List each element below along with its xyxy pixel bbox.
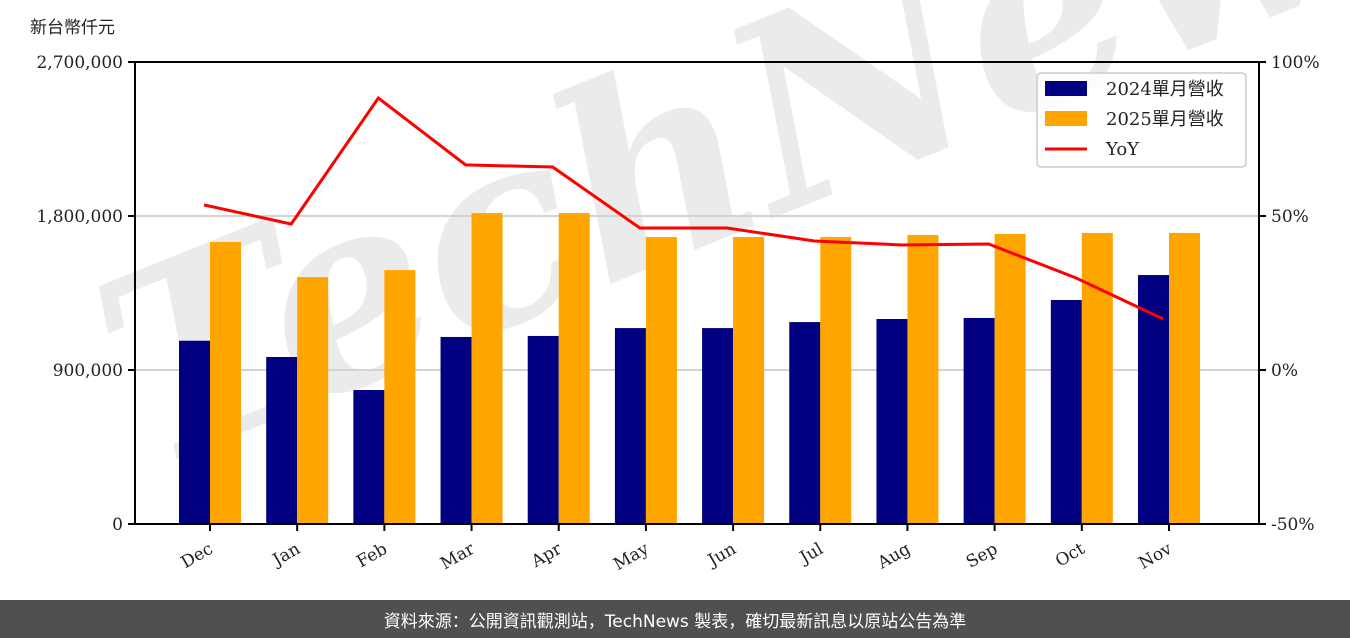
legend-swatch-0: [1045, 81, 1087, 96]
left-tick-label: 900,000: [53, 361, 123, 381]
bar-2024-may: [614, 328, 646, 524]
right-tick-label: 100%: [1271, 53, 1320, 73]
bar-2024-sep: [963, 317, 995, 524]
right-tick-label: -50%: [1271, 515, 1315, 535]
bar-2025-sep: [994, 233, 1026, 524]
bar-2025-dec: [210, 242, 241, 524]
bar-2025-apr: [558, 213, 590, 524]
axes: [134, 61, 1260, 525]
bar-2024-nov: [1138, 275, 1169, 524]
x-tick-label-apr: Apr: [527, 539, 566, 573]
bar-2024-oct: [1050, 300, 1082, 524]
bar-2024-dec: [179, 340, 210, 524]
bar-2024-apr: [527, 335, 559, 524]
left-axis-ticks: 0 900,000 1,800,000 2,700,000: [36, 53, 135, 535]
x-tick-label-jun: Jun: [703, 539, 740, 572]
x-tick-label-aug: Aug: [874, 539, 915, 574]
bar-2025-jul: [820, 237, 852, 524]
x-tick-label-feb: Feb: [353, 539, 391, 572]
left-tick-label: 1,800,000: [36, 207, 123, 227]
footer-source-bar: 資料來源：公開資訊觀測站，TechNews 製表，確切最新訊息以原站公告為準: [0, 600, 1350, 638]
legend-label-1: 2025單月營收: [1106, 109, 1224, 130]
bars: [179, 213, 1200, 524]
left-tick-label: 2,700,000: [36, 53, 123, 73]
bar-2025-jun: [733, 237, 765, 524]
x-tick-label-sep: Sep: [963, 539, 1001, 573]
right-tick-label: 50%: [1271, 207, 1309, 227]
bar-2024-jan: [266, 356, 298, 524]
bar-2025-oct: [1081, 232, 1113, 524]
bar-2025-mar: [471, 213, 503, 524]
left-tick-label: 0: [112, 515, 123, 535]
legend-swatch-1: [1045, 111, 1087, 126]
bar-2025-feb: [384, 270, 416, 524]
x-tick-label-mar: Mar: [437, 539, 479, 575]
x-axis-ticks: Dec Jan Feb Mar Apr May Jun Jul Aug Sep Oct Nov: [178, 524, 1176, 575]
bar-2025-jan: [297, 277, 329, 524]
bar-2025-nov: [1169, 232, 1200, 524]
x-tick-label-jan: Jan: [268, 539, 304, 571]
yoy-polyline: [203, 95, 1164, 321]
bar-2024-aug: [876, 319, 908, 524]
x-tick-label-nov: Nov: [1135, 539, 1175, 574]
x-tick-label-dec: Dec: [178, 539, 217, 573]
x-tick-label-may: May: [610, 539, 653, 575]
bar-2024-jul: [789, 322, 821, 524]
bar-2024-jun: [702, 328, 734, 524]
bar-2025-may: [645, 237, 677, 524]
right-tick-label: 0%: [1271, 361, 1298, 381]
legend: 2024單月營收 2025單月營收 YoY: [1036, 72, 1247, 168]
x-tick-label-jul: Jul: [795, 539, 827, 569]
bar-2024-feb: [353, 390, 385, 524]
legend-label-0: 2024單月營收: [1106, 79, 1224, 100]
x-tick-label-oct: Oct: [1052, 539, 1088, 572]
legend-label-2: YoY: [1105, 139, 1140, 160]
right-axis-ticks: -50% 0% 50% 100%: [1259, 53, 1320, 535]
bar-2024-mar: [440, 336, 472, 524]
legend-box: [1036, 72, 1247, 168]
bar-2025-aug: [907, 234, 939, 524]
y-axis-unit-label: 新台幣仟元: [30, 18, 115, 38]
source-text: 資料來源：公開資訊觀測站，TechNews 製表，確切最新訊息以原站公告為準: [383, 611, 967, 632]
yoy-line: [203, 95, 1164, 321]
